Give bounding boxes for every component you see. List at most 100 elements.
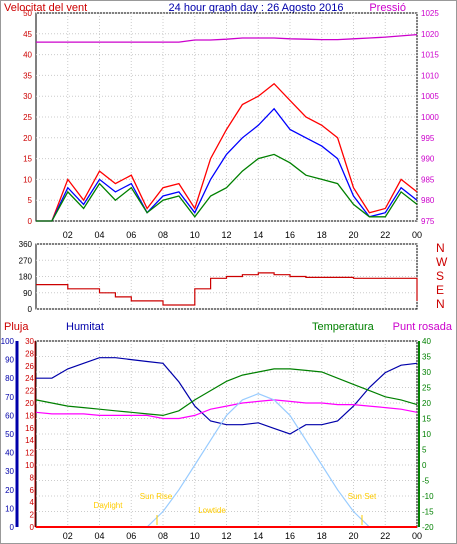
- wind-tick-0: 0: [28, 217, 33, 226]
- pressure-tick-980: 980: [421, 196, 435, 205]
- rain-tick-14: 14: [25, 436, 34, 445]
- bottom-hour-12: 12: [221, 531, 231, 541]
- wind-hour-18: 18: [317, 230, 327, 240]
- rain-tick-20: 20: [25, 399, 34, 408]
- rain-tick-22: 22: [25, 387, 34, 396]
- bottom-hour-20: 20: [348, 531, 358, 541]
- humidity-tick-30: 30: [5, 467, 14, 476]
- pressure-tick-1025: 1025: [421, 9, 439, 18]
- temperature-tick--15: -15: [422, 508, 434, 517]
- temperature-tick-0: 0: [422, 461, 427, 470]
- pressure-tick-1020: 1020: [421, 30, 439, 39]
- wind-tick-35: 35: [23, 71, 32, 80]
- wind-tick-50: 50: [23, 9, 32, 18]
- rain-tick-6: 6: [30, 486, 35, 495]
- wind-hour-20: 20: [348, 230, 358, 240]
- sunrise-annotation: Sun Rise: [140, 492, 173, 501]
- rain-tick-28: 28: [25, 349, 34, 358]
- compass-label-2: S: [436, 269, 444, 283]
- bottom-hour-18: 18: [317, 531, 327, 541]
- wind-tick-30: 30: [23, 92, 32, 101]
- humidity-tick-60: 60: [5, 411, 14, 420]
- rain-tick-26: 26: [25, 362, 34, 371]
- temperature-ticks: -20 -15 -10 -5 0 5 10 15 20 25 30 35 40: [418, 337, 434, 532]
- temperature-tick--20: -20: [422, 523, 434, 532]
- humidity-tick-0: 0: [10, 523, 15, 532]
- rain-tick-12: 12: [25, 449, 34, 458]
- rain-axis-label: Pluja: [4, 321, 29, 333]
- wind-hour-10: 10: [190, 230, 200, 240]
- bottom-hour-22: 22: [380, 531, 390, 541]
- wind-hour-06: 06: [126, 230, 136, 240]
- wind-series: [36, 33, 418, 222]
- wind-hour-22: 22: [380, 230, 390, 240]
- wind-tick-25: 25: [23, 113, 32, 122]
- wind-hour-02: 02: [63, 230, 73, 240]
- rain-tick-16: 16: [25, 424, 34, 433]
- wind-speed-ticks: 0 5 10 15 20 25 30 35 40 45 50: [23, 9, 417, 226]
- bottom-hour-14: 14: [253, 531, 263, 541]
- compass-label-0: N: [436, 241, 445, 255]
- humidity-ticks: 0 10 20 30 40 50 60 70 80 90 100: [1, 337, 19, 532]
- gust-line: [36, 82, 418, 222]
- bottom-hour-08: 08: [158, 531, 168, 541]
- humidity-temperature-series: [35, 357, 418, 528]
- pressure-tick-1010: 1010: [421, 71, 439, 80]
- humidity-panel-grid: [36, 340, 418, 528]
- humidity-tick-50: 50: [5, 430, 14, 439]
- temperature-tick-20: 20: [422, 399, 431, 408]
- rain-tick-4: 4: [30, 498, 35, 507]
- wind-tick-10: 10: [23, 175, 32, 184]
- rain-tick-2: 2: [30, 511, 35, 520]
- bottom-hour-16: 16: [285, 531, 295, 541]
- solar-line: [146, 393, 370, 528]
- humidity-tick-70: 70: [5, 393, 14, 402]
- rain-tick-8: 8: [30, 473, 35, 482]
- rain-tick-10: 10: [25, 461, 34, 470]
- direction-tick-270: 270: [19, 256, 33, 265]
- wind-hour-14: 14: [253, 230, 263, 240]
- wind-tick-40: 40: [23, 51, 32, 60]
- humidity-tick-10: 10: [5, 504, 14, 513]
- bottom-hour-labels: 02 04 06 08 10 12 14 16 18 20 22 00: [63, 531, 422, 541]
- compass-label-4: N: [436, 297, 445, 311]
- humidity-tick-100: 100: [1, 337, 15, 346]
- bottom-hour-02: 02: [63, 531, 73, 541]
- humidity-axis-label: Humitat: [66, 321, 104, 333]
- rain-tick-24: 24: [25, 374, 34, 383]
- temperature-tick--10: -10: [422, 492, 434, 501]
- direction-series: [36, 272, 418, 306]
- wind-tick-20: 20: [23, 134, 32, 143]
- dewpoint-line: [35, 399, 418, 420]
- wind-tick-15: 15: [23, 155, 32, 164]
- temperature-tick-10: 10: [422, 430, 431, 439]
- bottom-hour-04: 04: [94, 531, 104, 541]
- temperature-line: [35, 368, 418, 417]
- pressure-tick-1000: 1000: [421, 113, 439, 122]
- wind-hour-04: 04: [94, 230, 104, 240]
- bottom-hour-10: 10: [190, 531, 200, 541]
- direction-tick-0: 0: [28, 305, 33, 314]
- wind-tick-5: 5: [28, 196, 33, 205]
- pressure-tick-985: 985: [421, 175, 435, 184]
- lowtide-annotation: Lowtide: [198, 506, 226, 515]
- wind-tick-45: 45: [23, 30, 32, 39]
- wind-hour-labels: 02 04 06 08 10 12 14 16 18 20 22 00: [63, 230, 422, 240]
- wind-axis-label: Velocitat del vent: [4, 2, 87, 14]
- direction-ticks: 0 90 180 270 360: [19, 240, 417, 314]
- rain-tick-0: 0: [30, 523, 35, 532]
- daylight-annotation: Daylight: [94, 501, 124, 510]
- pressure-tick-1015: 1015: [421, 51, 439, 60]
- direction-line: [36, 272, 418, 306]
- wind-hour-08: 08: [158, 230, 168, 240]
- pressure-axis-label: Pressió: [369, 2, 406, 14]
- pressure-tick-1005: 1005: [421, 92, 439, 101]
- pressure-tick-990: 990: [421, 155, 435, 164]
- temperature-tick-15: 15: [422, 415, 431, 424]
- bottom-hour-06: 06: [126, 531, 136, 541]
- humidity-tick-90: 90: [5, 356, 14, 365]
- sunset-annotation: Sun Set: [348, 492, 377, 501]
